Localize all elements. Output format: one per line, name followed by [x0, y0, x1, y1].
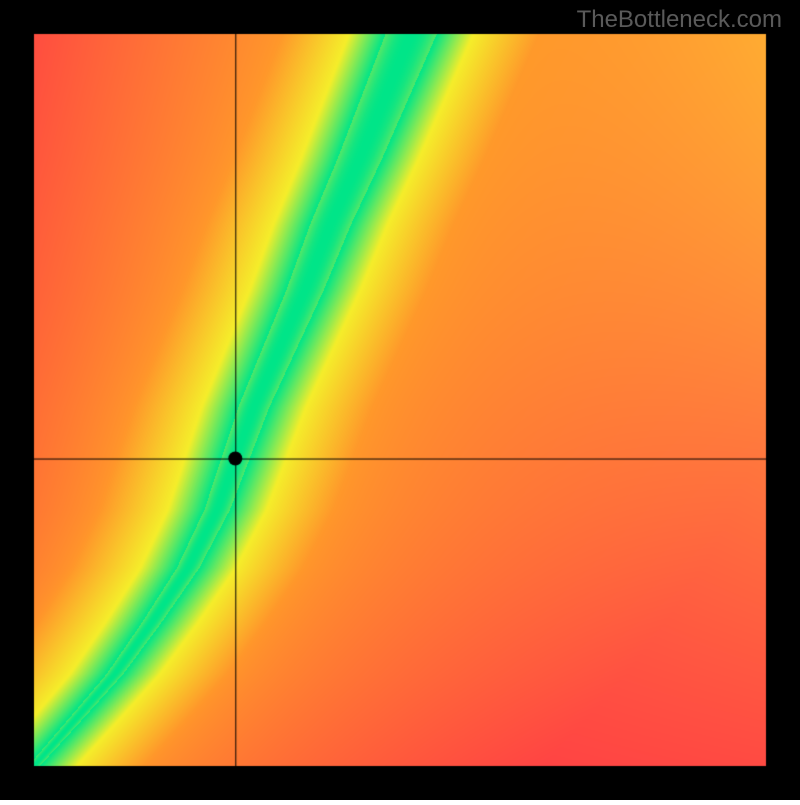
bottleneck-heatmap [0, 0, 800, 800]
heatmap-canvas [0, 0, 800, 800]
watermark-text: TheBottleneck.com [577, 6, 782, 34]
